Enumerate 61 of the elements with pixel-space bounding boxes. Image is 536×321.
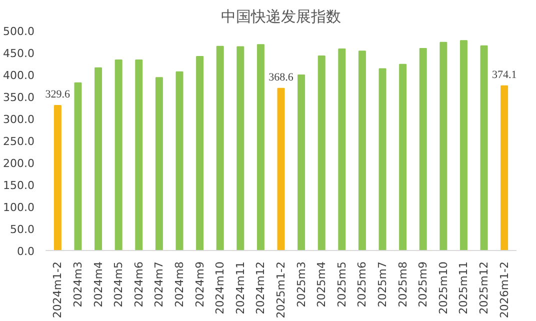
x-tick-label: 2025m12 [478, 261, 491, 314]
y-tick-label: 100.0 [3, 201, 35, 214]
y-tick-label: 450.0 [3, 47, 35, 60]
x-tick-label: 2024m10 [214, 261, 227, 314]
x-tick-label: 2025m9 [416, 261, 430, 308]
x-tick-label: 2025m7 [376, 261, 390, 308]
x-tick-label: 2024m7 [152, 261, 166, 308]
data-label: 329.6 [45, 88, 71, 100]
x-tick-label: 2024m6 [132, 261, 146, 308]
bar [135, 59, 143, 250]
bar [236, 46, 244, 250]
y-tick-label: 300.0 [3, 113, 35, 126]
bar [74, 82, 82, 250]
x-tick-label: 2024m12 [254, 261, 268, 314]
bar [318, 56, 326, 250]
y-tick-label: 400.0 [3, 69, 35, 82]
bar [54, 104, 62, 250]
x-tick-label: 2025m5 [335, 261, 348, 308]
bar [196, 56, 204, 250]
chart-title: 中国快递发展指数 [221, 8, 341, 26]
x-tick-label: 2024m4 [92, 261, 105, 308]
x-tick-label: 2025m8 [396, 261, 410, 308]
y-tick-label: 350.0 [3, 91, 35, 104]
bar [155, 77, 163, 250]
x-tick-label: 2025m1-2 [274, 261, 288, 318]
bar [419, 48, 427, 250]
bar [256, 44, 264, 250]
bar [358, 50, 366, 250]
y-tick-label: 250.0 [3, 135, 35, 148]
bar [94, 67, 102, 250]
x-tick-label: 2024m9 [193, 261, 206, 308]
bar [216, 46, 224, 250]
bar [480, 45, 488, 250]
bar [176, 71, 184, 250]
data-label: 374.1 [492, 68, 517, 81]
bar [114, 59, 122, 250]
bar [500, 85, 508, 250]
x-tick-label: 2025m11 [457, 261, 470, 314]
x-tick-label: 2025m10 [436, 261, 450, 314]
bar [399, 64, 407, 250]
x-tick-label: 2024m5 [112, 261, 126, 308]
x-tick-label: 2025m6 [356, 261, 369, 308]
y-tick-label: 50.0 [10, 223, 35, 236]
x-tick-label: 2025m3 [294, 261, 308, 308]
x-tick-label: 2024m1-2 [51, 261, 64, 318]
bar [277, 88, 285, 250]
x-tick-label: 2025m4 [315, 261, 328, 308]
y-tick-label: 500.0 [3, 25, 35, 38]
x-tick-label: 2024m11 [234, 261, 247, 314]
data-label: 368.6 [268, 71, 294, 84]
x-tick-label: 2024m3 [71, 261, 84, 308]
x-tick-label: 2024m8 [172, 261, 186, 308]
bar [440, 42, 448, 250]
bar [460, 40, 468, 250]
bar [378, 68, 386, 250]
y-tick-label: 150.0 [3, 179, 35, 192]
y-tick-label: 200.0 [3, 157, 35, 170]
x-tick-label: 2026m1-2 [498, 261, 511, 318]
bar [338, 48, 346, 250]
y-tick-label: 0.0 [17, 245, 35, 258]
bar [298, 74, 306, 250]
